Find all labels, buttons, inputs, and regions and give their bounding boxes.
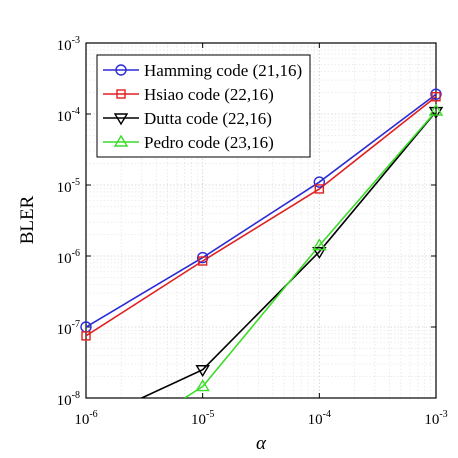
- legend-swatch-marker: [113, 134, 129, 147]
- legend-swatch-marker: [115, 64, 127, 76]
- data-point: [196, 251, 209, 264]
- data-point: [312, 246, 327, 260]
- legend-entry-label: Hsiao code (22,16): [144, 85, 274, 104]
- y-tick-label: 10-8: [57, 390, 80, 409]
- data-point: [314, 184, 325, 194]
- data-point: [313, 176, 326, 188]
- y-tick-label: 10-4: [57, 106, 80, 125]
- x-tick-label: 10-4: [308, 409, 331, 428]
- legend-entry-label: Pedro code (23,16): [144, 133, 274, 152]
- data-point: [431, 92, 441, 102]
- series-line: [184, 110, 436, 398]
- y-tick-label: 10-7: [57, 319, 80, 338]
- x-axis-label: α: [256, 433, 267, 454]
- series-layer: [86, 93, 436, 398]
- legend-swatch-marker: [113, 113, 129, 126]
- y-tick-label: 10-5: [57, 177, 80, 196]
- series-line: [86, 93, 436, 328]
- legend-box: [96, 54, 311, 158]
- data-point: [195, 365, 210, 378]
- series-line: [141, 111, 436, 398]
- x-tick-label: 10-5: [191, 409, 214, 428]
- y-tick-label: 10-3: [57, 35, 80, 54]
- x-tick-label: 10-6: [74, 409, 97, 428]
- legend: Hamming code (21,16) Hsiao code (22,16) Du…: [96, 54, 311, 158]
- data-point: [81, 331, 91, 341]
- series-line: [86, 96, 436, 337]
- y-tick-label: 10-6: [57, 248, 80, 267]
- data-point: [428, 106, 444, 119]
- data-point: [430, 88, 442, 100]
- data-point: [428, 103, 444, 116]
- legend-swatch-marker: [116, 89, 126, 99]
- plot-frame: [85, 42, 437, 399]
- data-point: [195, 379, 210, 392]
- marker-layer: [80, 88, 444, 392]
- legend-entry-label: Dutta code (22,16): [144, 109, 272, 128]
- legend-entry-label: Hamming code (21,16): [144, 61, 302, 80]
- axis-ticks: 10-6 10-5 10-4 10-3 10-8 10-7 10-6 10-5 10-4 10-3: [57, 35, 448, 428]
- y-axis-label: BLER: [17, 195, 38, 244]
- data-point: [312, 238, 327, 251]
- data-point: [197, 256, 208, 266]
- x-tick-label: 10-3: [424, 409, 447, 428]
